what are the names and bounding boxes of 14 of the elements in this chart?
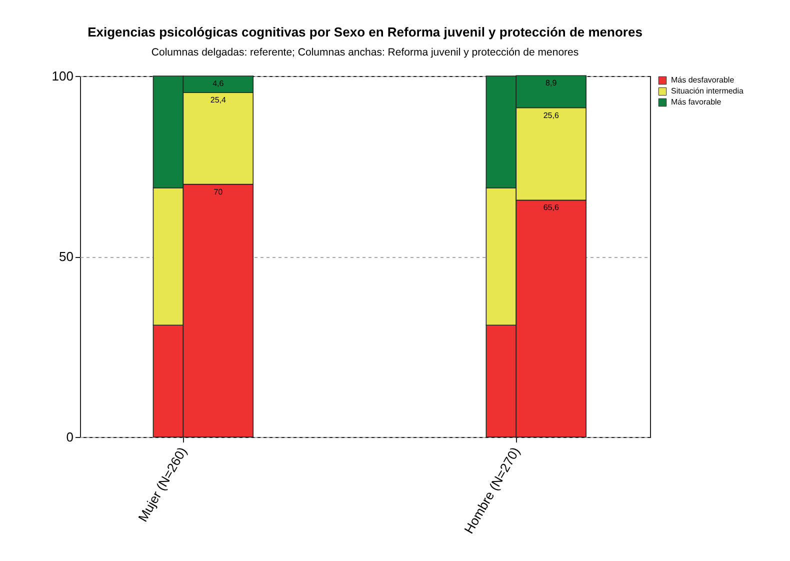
- legend-label: Más desfavorable: [671, 76, 735, 84]
- data-label: 70: [214, 187, 224, 196]
- legend-label: Situación intermedia: [671, 86, 744, 96]
- data-label: 25,6: [543, 110, 560, 120]
- y-tick-label: 0: [66, 430, 74, 444]
- data-label: 8,9: [546, 78, 558, 88]
- y-tick-label: 50: [59, 249, 74, 264]
- data-label: 4,6: [212, 79, 224, 88]
- chart-title: Exigencias psicológicas cognitivas por Sexo en Reforma juvenil y protección de menores: [88, 24, 642, 40]
- data-label: 65,6: [543, 203, 560, 212]
- chart-subtitle: Columnas delgadas: referente; Columnas anchas: Reforma juvenil y protección de menores: [151, 46, 579, 58]
- data-label: 25,4: [210, 96, 227, 105]
- y-tick-label: 100: [52, 68, 74, 84]
- legend-label: Más favorable: [671, 98, 722, 106]
